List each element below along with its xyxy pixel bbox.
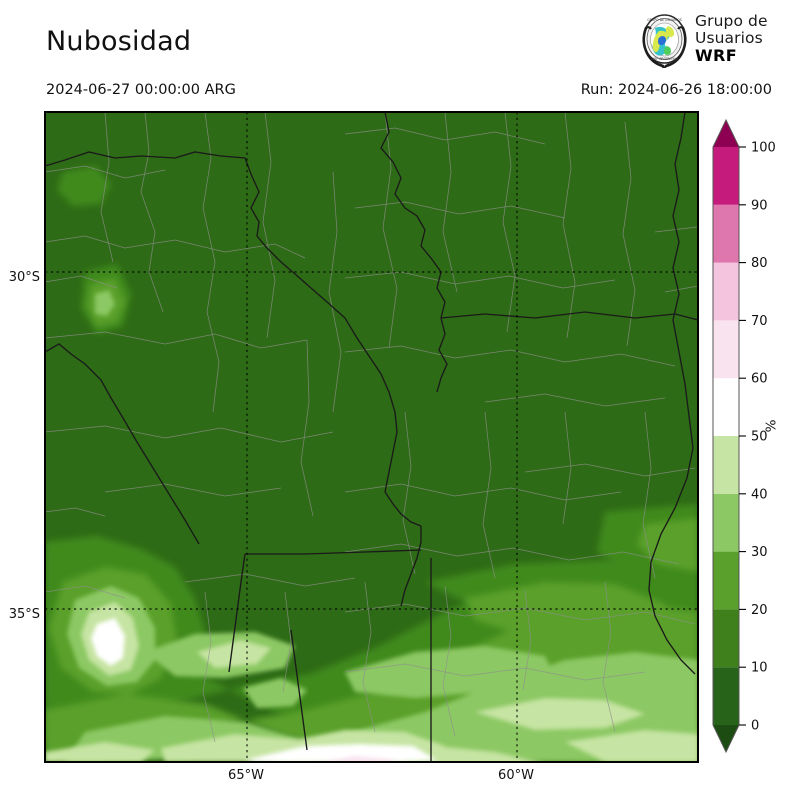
colorbar-ticklabel-50: 50 [751, 430, 768, 445]
colorbar-svg: 0 10 20 30 40 50 60 70 80 90 100 [712, 118, 776, 754]
svg-text:WRF ARGENTINA: WRF ARGENTINA [651, 57, 679, 61]
colorbar-ticklabel-0: 0 [751, 719, 759, 734]
colorbar-band-50-60 [713, 378, 739, 436]
department-boundaries [45, 112, 698, 743]
cloud-band-60-70 [323, 756, 395, 762]
colorbar-band-30-40 [713, 493, 739, 552]
colorbar-band-10-20 [713, 609, 739, 668]
ytick-label-30S: 30°S [8, 270, 40, 285]
province-boundaries [45, 112, 698, 762]
colorbar: 0 10 20 30 40 50 60 70 80 90 100 [707, 111, 797, 761]
logo-text: Grupo de Usuarios WRF [695, 12, 787, 70]
colorbar-band-90-100 [713, 147, 739, 205]
colorbar-unit-label: % [763, 419, 780, 433]
colorbar-band-70-80 [713, 262, 739, 321]
colorbar-ticklabel-40: 40 [751, 487, 768, 502]
colorbar-ticklabel-70: 70 [751, 314, 768, 329]
colorbar-ticklabel-10: 10 [751, 661, 768, 676]
nubosidad-map[interactable] [44, 111, 699, 763]
colorbar-band-20-30 [713, 551, 739, 610]
svg-text:GRUPO DE USUARIOS: GRUPO DE USUARIOS [647, 18, 682, 22]
grupo-usuarios-wrf-logo: GRUPO DE USUARIOS WRF ARGENTINA Grupo de… [637, 12, 785, 70]
logo-line-3: WRF [695, 46, 738, 65]
colorbar-band-40-50 [713, 436, 739, 494]
colorbar-over-arrow [713, 120, 739, 147]
colorbar-bands [712, 118, 740, 754]
colorbar-ticklabel-90: 90 [751, 198, 768, 213]
colorbar-band-80-90 [713, 204, 739, 263]
colorbar-ticks: 0 10 20 30 40 50 60 70 80 90 100 [739, 141, 776, 734]
run-time-label: Run: 2024-06-26 18:00:00 [580, 82, 772, 98]
globe-emblem-icon: GRUPO DE USUARIOS WRF ARGENTINA [642, 14, 687, 68]
colorbar-ticklabel-100: 100 [751, 141, 776, 156]
colorbar-ticklabel-80: 80 [751, 256, 768, 271]
xtick-label-65W: 65°W [228, 768, 264, 783]
ytick-label-35S: 35°S [8, 607, 40, 622]
colorbar-band-60-70 [713, 320, 739, 379]
map-canvas [45, 112, 698, 762]
logo-line-1: Grupo de [695, 12, 768, 30]
page-title: Nubosidad [46, 26, 192, 57]
colorbar-ticklabel-60: 60 [751, 372, 768, 387]
graticule-gridlines [45, 112, 698, 762]
valid-time-label: 2024-06-27 00:00:00 ARG [46, 82, 236, 98]
colorbar-ticklabel-30: 30 [751, 545, 768, 560]
colorbar-under-arrow [713, 725, 739, 752]
colorbar-band-0-10 [713, 667, 739, 725]
map-border [45, 112, 698, 762]
colorbar-ticklabel-20: 20 [751, 603, 768, 618]
logo-line-2: Usuarios [695, 28, 763, 47]
xtick-label-60W: 60°W [498, 768, 534, 783]
